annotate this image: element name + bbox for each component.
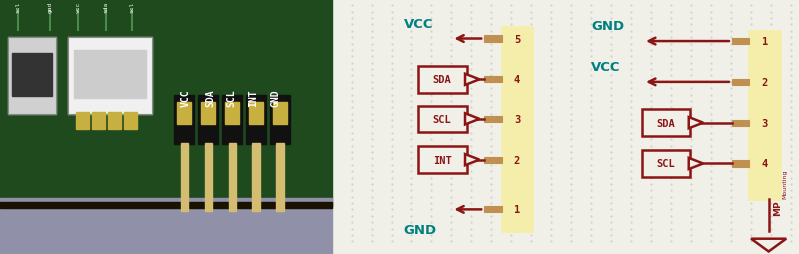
Text: VCC: VCC bbox=[591, 61, 621, 74]
Polygon shape bbox=[465, 154, 479, 166]
Text: SDA: SDA bbox=[657, 118, 675, 128]
Bar bbox=[225, 102, 239, 125]
Text: SCL: SCL bbox=[227, 89, 237, 107]
Bar bbox=[246, 95, 266, 145]
Bar bbox=[168, 95, 300, 124]
Bar bbox=[484, 157, 502, 163]
Bar bbox=[222, 95, 242, 145]
Text: SDA: SDA bbox=[205, 89, 215, 107]
Bar bbox=[276, 144, 284, 211]
Text: gnd: gnd bbox=[48, 1, 53, 12]
Bar bbox=[484, 36, 502, 42]
Polygon shape bbox=[751, 239, 786, 251]
Bar bbox=[181, 144, 188, 211]
FancyBboxPatch shape bbox=[642, 151, 690, 177]
Bar bbox=[273, 102, 287, 125]
Bar bbox=[502, 28, 532, 231]
Bar bbox=[108, 113, 121, 130]
Text: scl: scl bbox=[15, 1, 20, 12]
Text: VCC: VCC bbox=[403, 18, 433, 30]
Bar bbox=[249, 102, 263, 125]
Text: 5: 5 bbox=[514, 34, 520, 44]
Text: 4: 4 bbox=[761, 159, 768, 169]
Bar bbox=[732, 39, 749, 45]
FancyBboxPatch shape bbox=[418, 67, 467, 93]
Text: Mounting: Mounting bbox=[782, 169, 787, 198]
Polygon shape bbox=[689, 158, 703, 169]
Bar bbox=[74, 51, 146, 99]
Text: sda: sda bbox=[104, 1, 109, 12]
Text: 1: 1 bbox=[761, 37, 768, 47]
Bar bbox=[270, 95, 290, 145]
Bar bbox=[732, 120, 749, 126]
Text: 4: 4 bbox=[514, 75, 520, 85]
Text: VCC: VCC bbox=[181, 89, 191, 107]
Bar bbox=[484, 207, 502, 213]
Text: GND: GND bbox=[271, 89, 280, 107]
FancyBboxPatch shape bbox=[642, 110, 690, 136]
Text: GND: GND bbox=[403, 224, 436, 236]
Text: 2: 2 bbox=[761, 77, 768, 88]
Text: 3: 3 bbox=[761, 118, 768, 128]
Bar bbox=[0, 202, 332, 208]
Text: 3: 3 bbox=[514, 114, 520, 124]
Bar bbox=[205, 144, 212, 211]
Text: SDA: SDA bbox=[433, 75, 451, 85]
FancyBboxPatch shape bbox=[418, 147, 467, 173]
Text: SCL: SCL bbox=[657, 159, 675, 169]
FancyBboxPatch shape bbox=[418, 106, 467, 133]
Bar bbox=[68, 38, 152, 114]
Text: 2: 2 bbox=[514, 155, 520, 165]
Bar bbox=[8, 38, 56, 114]
Text: vcc: vcc bbox=[76, 1, 81, 12]
Polygon shape bbox=[465, 114, 479, 125]
Bar bbox=[12, 53, 52, 97]
Bar bbox=[484, 77, 502, 83]
Bar bbox=[732, 161, 749, 167]
Text: SCL: SCL bbox=[433, 114, 451, 124]
Bar bbox=[198, 95, 218, 145]
Bar bbox=[732, 80, 749, 86]
Text: 1: 1 bbox=[514, 204, 520, 215]
Bar bbox=[92, 113, 105, 130]
Bar bbox=[0, 198, 332, 254]
Polygon shape bbox=[689, 118, 703, 129]
Text: MP: MP bbox=[773, 200, 781, 215]
Bar bbox=[68, 38, 152, 114]
Bar bbox=[484, 116, 502, 122]
Text: GND: GND bbox=[591, 20, 624, 33]
Text: scl: scl bbox=[129, 1, 134, 12]
Bar bbox=[749, 32, 780, 199]
Bar bbox=[336, 0, 799, 254]
Bar bbox=[124, 113, 137, 130]
Bar bbox=[229, 144, 236, 211]
Bar bbox=[76, 113, 89, 130]
Bar bbox=[0, 0, 332, 206]
Text: INT: INT bbox=[433, 155, 451, 165]
Bar bbox=[252, 144, 260, 211]
Polygon shape bbox=[465, 74, 479, 86]
Bar bbox=[174, 95, 194, 145]
Text: INT: INT bbox=[248, 89, 258, 107]
Bar bbox=[8, 38, 56, 114]
Bar bbox=[201, 102, 215, 125]
Bar bbox=[177, 102, 191, 125]
